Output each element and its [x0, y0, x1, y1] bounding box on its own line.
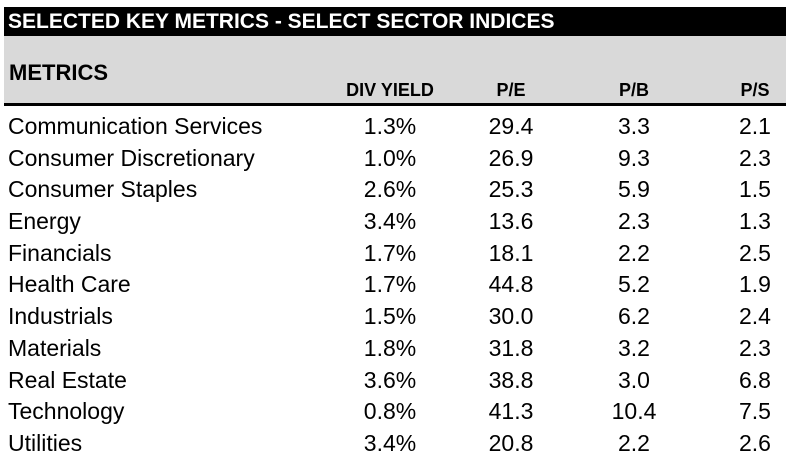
cell-div-yield: 1.3% [363, 113, 417, 139]
cell-sector-name: Materials [8, 334, 102, 361]
cell-pe: 25.3 [488, 176, 534, 203]
cell-pb: 6.2 [618, 303, 650, 330]
cell-ps: 7.5 [739, 398, 771, 425]
cell-pe: 20.8 [488, 429, 534, 456]
cell-ps: 2.3 [739, 334, 771, 361]
cell-pb: 3.0 [618, 366, 650, 393]
cell-pe: 18.1 [488, 239, 534, 266]
cell-sector-name: Utilities [8, 429, 83, 456]
cell-sector-name: Health Care [8, 271, 131, 298]
cell-pe: 44.8 [488, 271, 534, 298]
table-row: Energy 3.4% 13.6 2.3 1.3 [4, 206, 786, 238]
table-header: METRICS DIV YIELD P/E P/B P/S [4, 36, 786, 106]
table-row: Materials 1.8% 31.8 3.2 2.3 [4, 333, 786, 365]
cell-ps: 1.9 [739, 271, 771, 298]
cell-ps: 6.8 [739, 366, 771, 393]
table-row: Utilities 3.4% 20.8 2.2 2.6 [4, 428, 786, 460]
table-body: Communication Services 1.3% 29.4 3.3 2.1 Cons… [4, 111, 786, 460]
cell-div-yield: 3.4% [363, 429, 417, 456]
cell-pe: 41.3 [488, 398, 534, 425]
cell-ps: 2.5 [739, 239, 771, 266]
table-row: Communication Services 1.3% 29.4 3.3 2.1 [4, 111, 786, 143]
table-title: SELECTED KEY METRICS - SELECT SECTOR IND… [4, 7, 786, 36]
cell-sector-name: Energy [8, 208, 81, 235]
cell-pb: 3.3 [618, 113, 650, 139]
cell-sector-name: Real Estate [8, 366, 127, 393]
cell-sector-name: Consumer Discretionary [8, 144, 255, 171]
cell-ps: 2.3 [739, 144, 771, 171]
table-row: Financials 1.7% 18.1 2.2 2.5 [4, 238, 786, 270]
cell-pb: 2.2 [618, 429, 650, 456]
column-header-pb: P/B [618, 80, 649, 100]
table-row: Health Care 1.7% 44.8 5.2 1.9 [4, 269, 786, 301]
cell-div-yield: 3.4% [363, 208, 417, 235]
cell-sector-name: Industrials [8, 303, 113, 330]
cell-div-yield: 1.7% [363, 271, 417, 298]
cell-pb: 2.3 [618, 208, 650, 235]
table-row: Industrials 1.5% 30.0 6.2 2.4 [4, 301, 786, 333]
cell-ps: 1.5 [739, 176, 771, 203]
metrics-label: METRICS [9, 60, 108, 85]
cell-pb: 9.3 [618, 144, 650, 171]
cell-pb: 10.4 [611, 398, 657, 425]
cell-pb: 5.9 [618, 176, 650, 203]
cell-pe: 26.9 [488, 144, 534, 171]
cell-div-yield: 1.7% [363, 239, 417, 266]
column-header-ps: P/S [740, 80, 770, 100]
table-row: Consumer Staples 2.6% 25.3 5.9 1.5 [4, 174, 786, 206]
cell-div-yield: 2.6% [363, 176, 417, 203]
cell-pe: 13.6 [488, 208, 534, 235]
table-row: Real Estate 3.6% 38.8 3.0 6.8 [4, 365, 786, 397]
cell-ps: 2.4 [739, 303, 771, 330]
column-header-pe: P/E [496, 80, 526, 100]
cell-sector-name: Consumer Staples [8, 176, 198, 203]
cell-pe: 31.8 [488, 334, 534, 361]
cell-sector-name: Communication Services [8, 113, 263, 139]
cell-pb: 2.2 [618, 239, 650, 266]
cell-div-yield: 1.0% [363, 144, 417, 171]
cell-div-yield: 3.6% [363, 366, 417, 393]
cell-div-yield: 1.5% [363, 303, 417, 330]
column-header-div-yield: DIV YIELD [346, 80, 434, 100]
cell-pe: 38.8 [488, 366, 534, 393]
cell-ps: 1.3 [739, 208, 771, 235]
cell-div-yield: 1.8% [363, 334, 417, 361]
cell-pe: 29.4 [488, 113, 534, 139]
cell-div-yield: 0.8% [363, 398, 417, 425]
cell-ps: 2.1 [739, 113, 771, 139]
cell-sector-name: Technology [8, 398, 125, 425]
cell-sector-name: Financials [8, 239, 112, 266]
cell-pb: 5.2 [618, 271, 650, 298]
table-row: Technology 0.8% 41.3 10.4 7.5 [4, 396, 786, 428]
table-row: Consumer Discretionary 1.0% 26.9 9.3 2.3 [4, 143, 786, 175]
cell-ps: 2.6 [739, 429, 771, 456]
cell-pb: 3.2 [618, 334, 650, 361]
cell-pe: 30.0 [488, 303, 534, 330]
